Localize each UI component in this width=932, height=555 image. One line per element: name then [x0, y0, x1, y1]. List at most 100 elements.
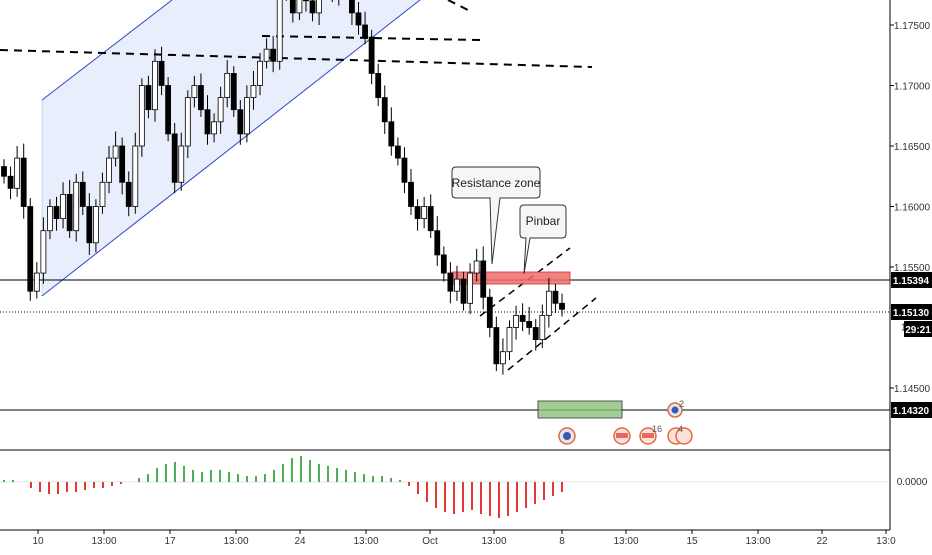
y-tick-label: 1.14500	[894, 384, 931, 395]
candle-body	[467, 272, 473, 304]
candle-body	[316, 0, 323, 14]
candle-body	[1, 166, 7, 177]
candle-body	[198, 85, 204, 111]
current-price-label: 1.15130	[893, 308, 930, 319]
event-count-16: 16	[652, 424, 662, 434]
x-tick-label: 17	[164, 536, 176, 547]
candle-body	[237, 109, 244, 135]
x-axis-ticks: 10 13:00 17 13:00 24 13:00 Oct 13:00 8 13:00 15 13:…	[32, 530, 896, 547]
candle-body	[513, 314, 519, 328]
candle-body	[60, 193, 66, 219]
candle-body	[381, 97, 388, 123]
candle-body	[349, 0, 355, 14]
candle-body	[362, 24, 368, 38]
candle-body	[7, 175, 14, 189]
candle-body	[47, 206, 53, 232]
candle-body	[165, 85, 172, 135]
candle-body	[368, 36, 375, 74]
candles	[1, 0, 565, 375]
candle-body	[480, 260, 487, 298]
candle-body	[243, 97, 250, 135]
candle-body	[401, 157, 408, 183]
countdown-label: 29:21	[905, 325, 931, 336]
candle-body	[119, 145, 126, 183]
candle-body	[388, 121, 395, 147]
channel-upper-line	[41, 0, 173, 101]
support-price-label: 1.14320	[893, 406, 930, 417]
candle-body	[473, 260, 480, 274]
x-tick-label: 10	[32, 536, 44, 547]
candle-body	[454, 278, 460, 292]
candle-body	[545, 290, 552, 316]
candle-body	[250, 85, 257, 98]
x-tick-label: 13:00	[223, 536, 248, 547]
y-tick-label: 1.17000	[894, 82, 931, 93]
oscillator-zero-label: 0.0000	[897, 477, 928, 488]
candle-body	[152, 60, 158, 111]
candle-body	[559, 302, 565, 310]
candle-body	[93, 206, 99, 244]
dashed-line-corner	[447, 0, 473, 13]
candle-body	[184, 97, 191, 147]
candle-body	[263, 48, 270, 62]
y-tick-label: 1.16500	[894, 142, 931, 153]
price-axis[interactable]	[890, 0, 932, 530]
candle-body	[66, 193, 73, 232]
candle-body	[447, 272, 454, 292]
time-axis[interactable]	[0, 530, 932, 550]
candle-body	[421, 206, 428, 219]
countdown-tag	[904, 321, 932, 337]
candle-body	[519, 314, 526, 322]
candle-body	[132, 145, 139, 207]
candle-body	[408, 181, 414, 207]
candle-body	[427, 206, 434, 232]
x-tick-label: 13:0	[876, 536, 896, 547]
resistance-price-tag	[891, 272, 932, 288]
y-tick-label: 1.17500	[894, 21, 931, 32]
candle-body	[204, 109, 211, 135]
x-tick-label: 8	[559, 536, 565, 547]
candle-body	[211, 121, 217, 135]
x-tick-label: 13:00	[481, 536, 506, 547]
x-tick-label: 15	[686, 536, 698, 547]
candle-body	[33, 272, 40, 292]
callout-pinbar-text: Pinbar	[526, 214, 561, 228]
current-price-tag	[891, 304, 932, 320]
candle-body	[270, 48, 277, 62]
candle-body	[20, 157, 27, 207]
candle-body	[106, 157, 112, 183]
candle-body	[394, 145, 401, 159]
candle-body	[73, 181, 80, 232]
y-tick-label: 1.15500	[894, 263, 931, 274]
callout-resistance-zone: Resistance zone	[451, 166, 541, 265]
candle-body	[230, 73, 237, 111]
candle-body	[486, 296, 493, 328]
candle-body	[440, 254, 447, 274]
candle-body	[375, 73, 382, 99]
event-count-2: 2	[679, 399, 684, 409]
candle-body	[493, 327, 500, 365]
support-price-tag	[891, 402, 932, 418]
candle-body	[296, 0, 303, 14]
x-tick-label: 13:00	[745, 536, 770, 547]
candle-body	[526, 321, 533, 328]
callout-resistance-text: Resistance zone	[452, 176, 541, 190]
channel-lower-line	[41, 0, 421, 297]
pinbar-channel-upper	[479, 247, 571, 317]
candle-body	[191, 85, 198, 98]
candle-body	[303, 0, 309, 2]
dashed-line-top	[0, 49, 593, 68]
candle-body	[434, 230, 441, 256]
candle-body	[224, 73, 231, 99]
candle-body	[289, 0, 296, 14]
candle-body	[276, 0, 283, 62]
candle-body	[40, 230, 47, 274]
candle-body	[414, 206, 421, 219]
candle-body	[112, 145, 119, 159]
candle-body	[500, 351, 506, 365]
candle-body	[138, 85, 145, 147]
candle-body	[178, 145, 185, 183]
candle-body	[79, 181, 86, 207]
event-count-4: 4	[678, 424, 683, 434]
